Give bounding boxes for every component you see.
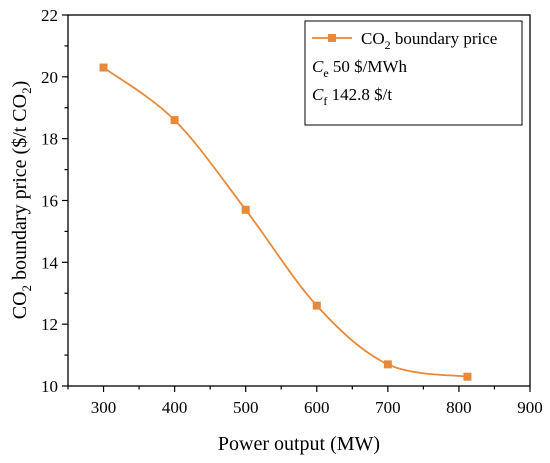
annotation-ce-sub: e xyxy=(323,66,328,80)
data-point xyxy=(312,301,321,310)
y-tick-label: 18 xyxy=(41,130,58,149)
y-label-sub2: 2 xyxy=(19,87,34,94)
data-point xyxy=(99,63,108,72)
x-tick-label: 600 xyxy=(304,398,330,417)
y-tick-label: 14 xyxy=(41,253,59,272)
y-label-mid: boundary price ($/t CO xyxy=(9,94,31,285)
annotation-cf: Cf 142.8 $/t xyxy=(312,85,392,108)
annotation-ce-text: 50 $/MWh xyxy=(329,57,408,76)
data-point xyxy=(463,372,472,381)
y-tick-label: 10 xyxy=(41,377,58,396)
x-axis-label: Power output (MW) xyxy=(218,433,380,455)
legend: CO2 boundary price Ce 50 $/MWh Cf 142.8 … xyxy=(304,20,523,126)
x-tick-label: 300 xyxy=(91,398,117,417)
x-tick-label: 800 xyxy=(446,398,472,417)
y-tick-label: 12 xyxy=(41,315,58,334)
y-label-sub: 2 xyxy=(19,285,34,292)
data-points xyxy=(99,63,472,381)
annotation-cf-sub: f xyxy=(323,94,327,108)
x-tick-label: 500 xyxy=(233,398,259,417)
y-label-base: CO xyxy=(9,291,31,319)
y-label-end: ) xyxy=(9,81,31,88)
annotation-cf-text: 142.8 $/t xyxy=(327,85,392,104)
fit-curve xyxy=(103,66,468,378)
data-point xyxy=(170,116,179,125)
y-tick-label: 22 xyxy=(41,6,58,25)
data-point xyxy=(383,360,392,369)
annotation-cf-var: C xyxy=(312,85,324,104)
x-tick-label: 700 xyxy=(375,398,401,417)
y-tick-label: 20 xyxy=(41,68,58,87)
legend-marker xyxy=(328,34,336,42)
plot-frame xyxy=(67,14,531,387)
legend-name-sub: 2 xyxy=(385,38,391,52)
y-axis-label: CO2 boundary price ($/t CO2) xyxy=(9,81,34,320)
data-point xyxy=(241,205,250,214)
legend-name-base: CO xyxy=(361,29,385,48)
y-tick-label: 16 xyxy=(41,192,58,211)
annotation-ce: Ce 50 $/MWh xyxy=(312,57,408,80)
annotation-ce-var: C xyxy=(312,57,324,76)
x-tick-label: 900 xyxy=(517,398,543,417)
legend-name-rest: boundary price xyxy=(391,29,498,48)
legend-entry: CO2 boundary price xyxy=(361,29,497,52)
x-tick-label: 400 xyxy=(162,398,188,417)
